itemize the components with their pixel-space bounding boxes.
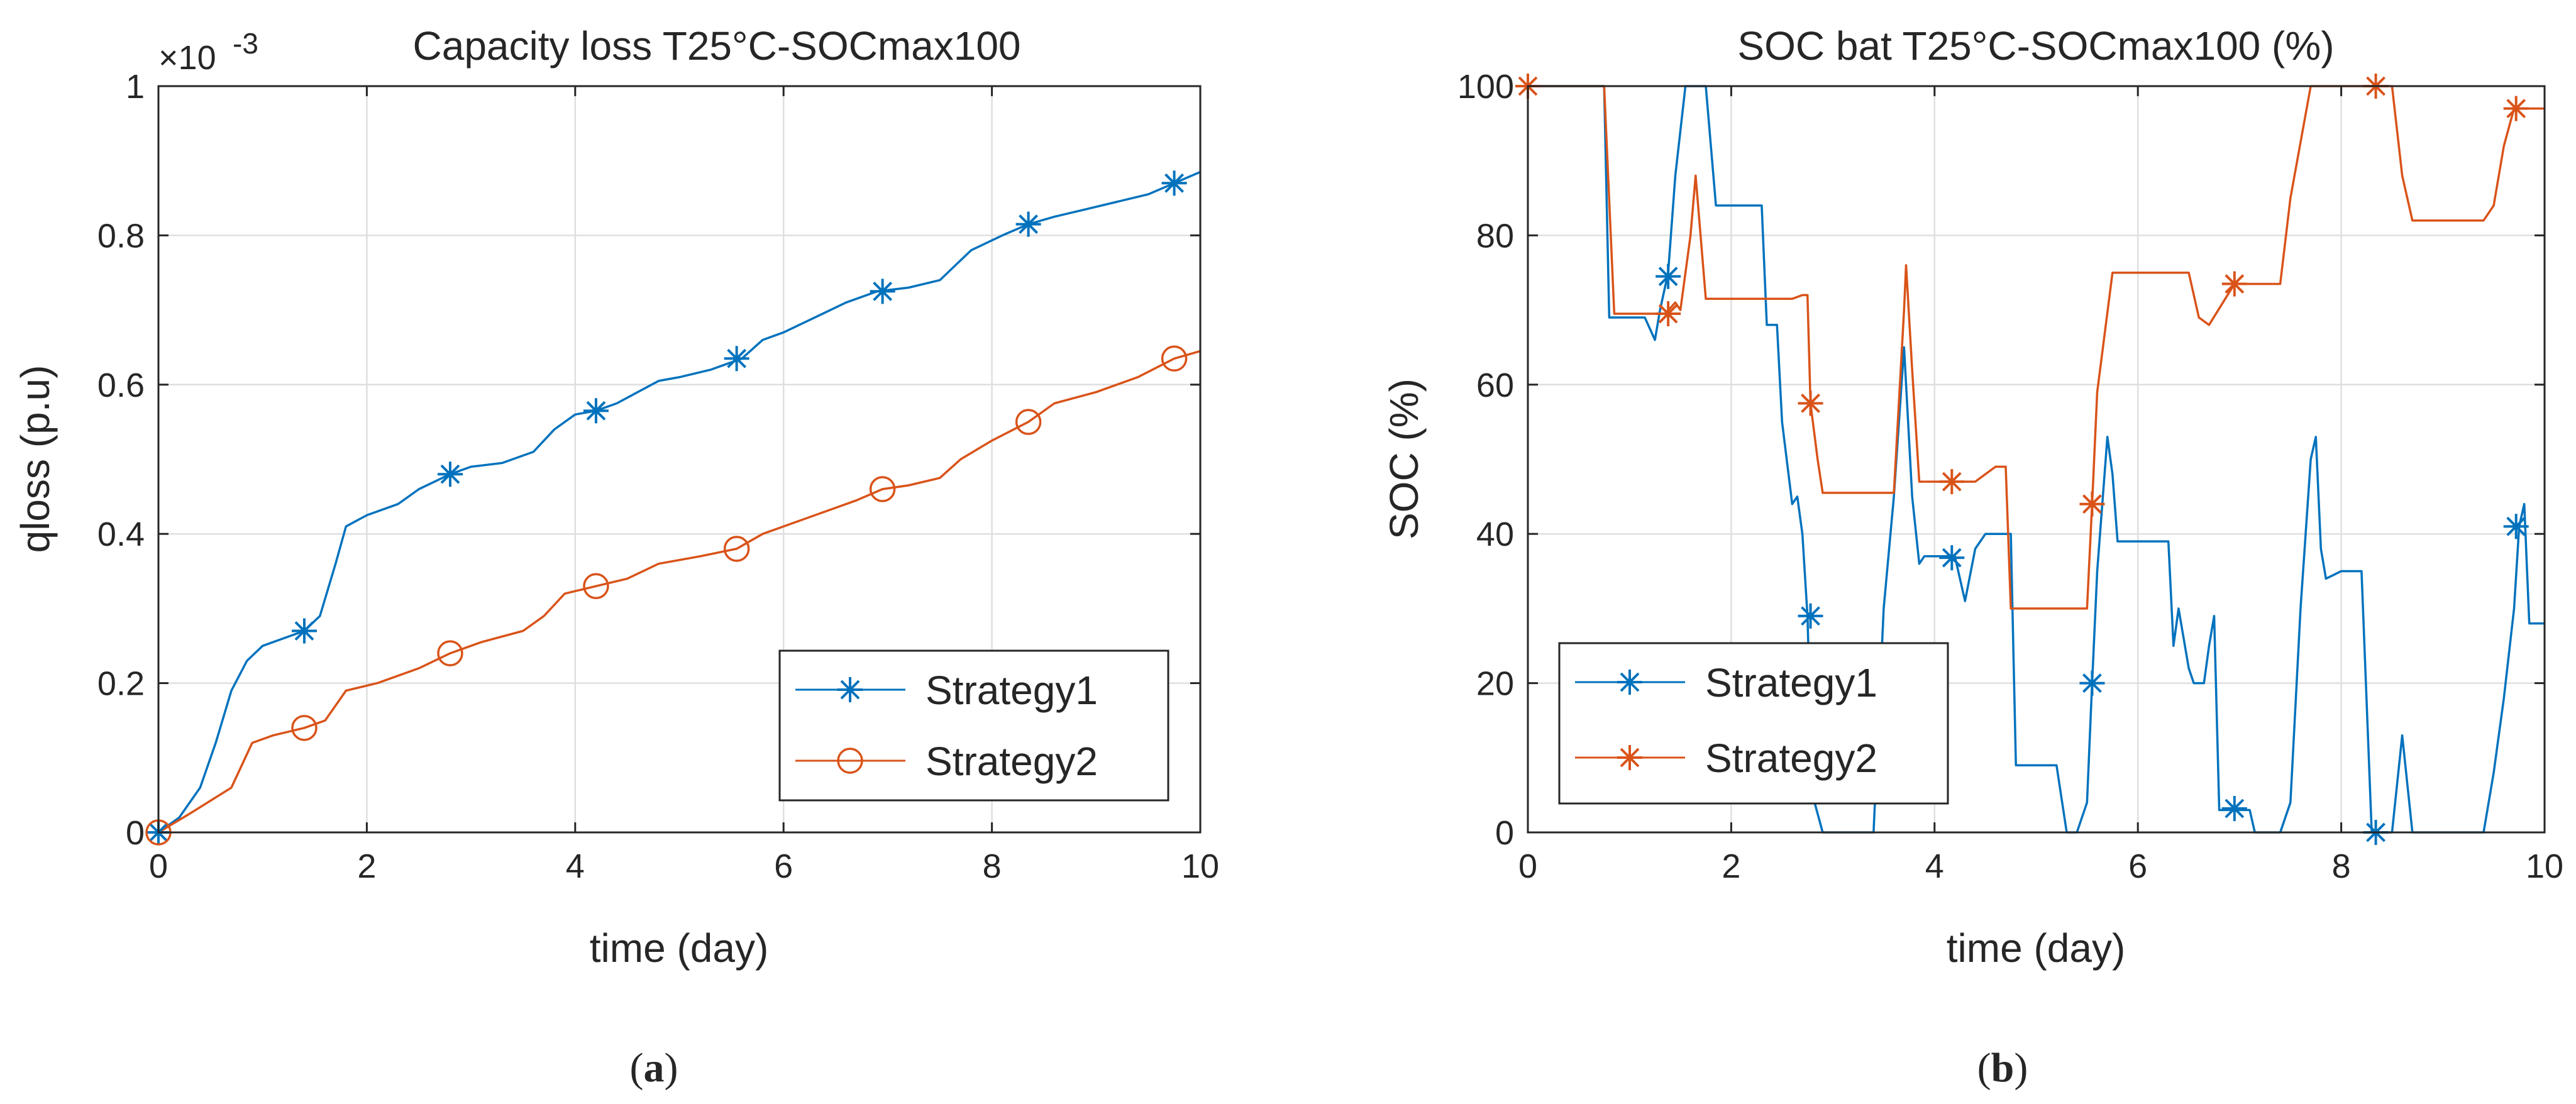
- axes-box-b: [1527, 85, 2546, 834]
- legend-symbol-strategy2-b: [1617, 745, 1642, 770]
- series-markers-b: [1515, 74, 2529, 845]
- data-point-strategy1-b: [2079, 670, 2105, 696]
- legend-marker-strategy2-b: [1617, 745, 1642, 770]
- data-point-strategy2-a: [291, 715, 318, 741]
- chart-title-a: Capacity loss T25°C-SOCmax100: [413, 23, 1021, 69]
- legend-box-a: [778, 649, 1169, 802]
- caption-b: (b): [1977, 1045, 2028, 1091]
- series-line-strategy2-a: [158, 350, 1201, 834]
- axes-box-a: [157, 85, 1202, 834]
- data-point-strategy2-a: [1161, 345, 1188, 372]
- data-point-strategy2-b: [2079, 491, 2105, 517]
- x-axis-label-a: time (day): [590, 925, 769, 971]
- exponent-label-a: ×10 -3: [158, 27, 258, 77]
- legend-a: Strategy1 Strategy2: [778, 649, 1169, 802]
- data-point-strategy1-b: [1798, 603, 1823, 629]
- legend-symbol-strategy1-a: [837, 677, 863, 702]
- x-tick-label-a: 0: [149, 847, 168, 885]
- x-tick-label-a: 10: [1181, 847, 1219, 885]
- data-point-strategy1-a: [1161, 170, 1187, 196]
- data-point-strategy1-b: [2503, 514, 2529, 539]
- svg-text:(b): (b): [1977, 1045, 2028, 1091]
- y-tick-label-a: 0.2: [97, 665, 145, 703]
- exponent-power-a: -3: [233, 27, 258, 60]
- x-tick-label-a: 8: [983, 847, 1002, 885]
- legend-label-strategy2-a: Strategy2: [926, 739, 1098, 784]
- data-point-strategy1-b: [1656, 263, 1681, 289]
- y-tick-label-b: 40: [1476, 516, 1514, 553]
- legend-box-b: [1558, 642, 1949, 805]
- data-point-strategy1-b: [2221, 796, 2247, 822]
- y-tick-label-b: 100: [1457, 68, 1514, 106]
- y-tick-label-b: 0: [1495, 814, 1514, 852]
- svg-text:(a): (a): [630, 1045, 678, 1091]
- y-tick-label-a: 0.8: [97, 217, 145, 255]
- legend-label-strategy1-a: Strategy1: [926, 668, 1098, 713]
- legend-label-strategy2-b: Strategy2: [1705, 736, 1877, 781]
- grid-a: [157, 85, 1202, 834]
- legend-marker-strategy1-b: [1617, 670, 1642, 695]
- legend-symbol-strategy2-a: [837, 748, 863, 774]
- caption-a: (a): [630, 1045, 678, 1091]
- legend-b: Strategy1 Strategy2: [1558, 642, 1949, 805]
- data-point-strategy1-a: [724, 346, 749, 372]
- ticks-a: 0 2 4 6 8 10 0 0.2 0.4 0.6 0.8 1: [97, 68, 1219, 885]
- data-point-strategy2-a: [583, 573, 609, 600]
- x-tick-label-b: 6: [2128, 847, 2147, 885]
- data-point-strategy2-b: [1798, 390, 1823, 416]
- legend-label-strategy1-b: Strategy1: [1705, 660, 1877, 705]
- x-tick-label-b: 2: [1722, 847, 1740, 885]
- chart-title-b: SOC bat T25°C-SOCmax100 (%): [1737, 23, 2334, 69]
- data-point-strategy2-b: [1939, 469, 1965, 495]
- data-point-strategy2-b: [2221, 271, 2247, 297]
- x-tick-label-b: 0: [1518, 847, 1537, 885]
- y-tick-label-a: 0.6: [97, 367, 145, 404]
- y-axis-label-b: SOC (%): [1381, 378, 1427, 539]
- y-axis-label-a: qloss (p.u): [13, 365, 58, 553]
- series-line-strategy1-a: [157, 170, 1201, 834]
- data-point-strategy2-a: [437, 640, 463, 666]
- x-tick-label-b: 4: [1925, 847, 1944, 885]
- data-point-strategy2-a: [1015, 409, 1042, 435]
- legend-marker-strategy1-a: [837, 677, 863, 702]
- y-tick-label-b: 20: [1476, 665, 1514, 703]
- y-tick-label-b: 60: [1476, 367, 1514, 404]
- x-tick-label-a: 6: [774, 847, 793, 885]
- series-markers-a: [145, 170, 1188, 846]
- data-point-strategy2-b: [2503, 96, 2529, 121]
- legend-marker-strategy2-a: [837, 748, 863, 774]
- y-tick-label-b: 80: [1476, 217, 1514, 255]
- x-tick-label-a: 4: [566, 847, 585, 885]
- y-tick-label-a: 1: [126, 68, 145, 106]
- legend-symbol-strategy1-b: [1617, 670, 1642, 695]
- chart-panel-a: 0 2 4 6 8 10 0 0.2 0.4 0.6 0.8 1 Capacity loss T25°…: [13, 23, 1219, 971]
- caption-b-letter: b: [1991, 1045, 2015, 1091]
- x-tick-label-a: 2: [357, 847, 376, 885]
- caption-a-letter: a: [644, 1045, 665, 1091]
- data-point-strategy1-a: [437, 461, 463, 487]
- y-tick-label-a: 0: [126, 814, 145, 852]
- y-tick-label-a: 0.4: [97, 516, 145, 553]
- data-point-strategy1-a: [583, 398, 609, 424]
- exponent-base-a: ×10: [158, 39, 216, 77]
- data-point-strategy1-a: [1015, 211, 1041, 237]
- x-tick-label-b: 10: [2526, 847, 2563, 885]
- series-lines-a: [157, 170, 1201, 834]
- data-point-strategy2-a: [723, 536, 750, 562]
- x-axis-label-b: time (day): [1947, 925, 2126, 971]
- data-point-strategy2-b: [1656, 301, 1681, 327]
- data-point-strategy2-a: [869, 476, 896, 502]
- data-point-strategy1-a: [870, 279, 895, 304]
- data-point-strategy1-a: [291, 618, 317, 644]
- data-point-strategy1-b: [1939, 545, 1965, 571]
- x-tick-label-b: 8: [2332, 847, 2351, 885]
